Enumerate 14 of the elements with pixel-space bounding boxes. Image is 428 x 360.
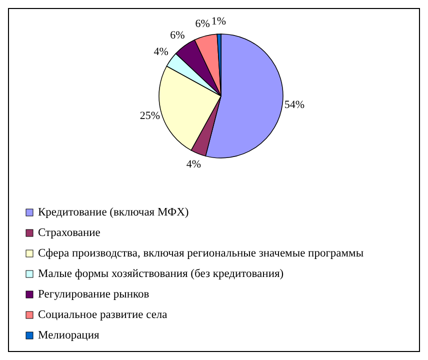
data-label: 4% — [186, 158, 202, 170]
legend-label: Регулирование рынков — [38, 288, 150, 301]
data-label: 6% — [195, 18, 210, 30]
legend-label: Кредитование (включая МФХ) — [38, 206, 189, 219]
legend-label: Страхование — [38, 227, 100, 240]
legend-label: Сфера производства, включая региональные значемые программы — [38, 248, 364, 260]
data-label: 1% — [211, 16, 226, 28]
data-label: 4% — [154, 46, 168, 58]
data-label: 6% — [170, 30, 185, 42]
data-label: 54% — [284, 98, 304, 111]
legend-label: Малые формы хозяйствования (без кредитования) — [38, 268, 284, 280]
legend-label: Социальное развитие села — [38, 309, 168, 322]
data-label: 25% — [140, 110, 160, 122]
legend-label: Мелиорация — [38, 330, 100, 342]
